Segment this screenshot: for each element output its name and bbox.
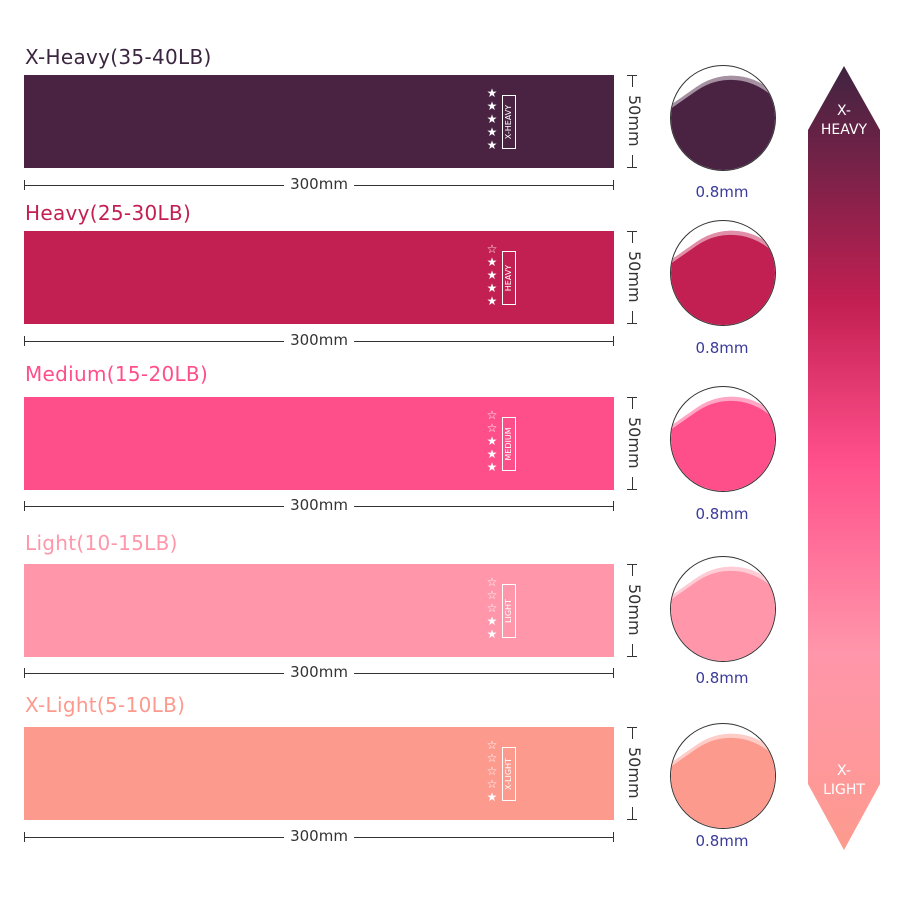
band-tag: X-HEAVY (502, 95, 516, 149)
thickness-detail-image (670, 65, 776, 171)
strength-rating: ☆ ☆ ★ ★ ★ (486, 409, 498, 474)
star-empty-icon: ☆ (486, 764, 498, 778)
width-label: 50mm (625, 251, 644, 303)
length-measure: 300mm (24, 331, 614, 349)
star-filled-icon: ★ (486, 790, 498, 804)
length-measure: 300mm (24, 175, 614, 193)
thickness-detail-image (670, 386, 776, 492)
star-filled-icon: ★ (486, 86, 498, 100)
star-empty-icon: ☆ (486, 588, 498, 602)
length-label: 300mm (284, 496, 354, 514)
band-title: Light(10-15LB) (25, 531, 178, 555)
intensity-scale-arrow (808, 66, 880, 850)
star-filled-icon: ★ (486, 125, 498, 139)
width-measure: 50mm (622, 564, 644, 657)
width-measure: 50mm (622, 75, 644, 168)
star-filled-icon: ★ (486, 627, 498, 641)
star-empty-icon: ☆ (486, 738, 498, 752)
thickness-detail-image (670, 220, 776, 326)
star-empty-icon: ☆ (486, 601, 498, 615)
band-title: X-Heavy(35-40LB) (25, 45, 212, 69)
star-empty-icon: ☆ (486, 242, 498, 256)
length-measure: 300mm (24, 663, 614, 681)
scale-bottom-label: X- LIGHT (823, 763, 865, 798)
star-filled-icon: ★ (486, 255, 498, 269)
thickness-label: 0.8mm (695, 669, 749, 687)
star-filled-icon: ★ (486, 99, 498, 113)
star-filled-icon: ★ (486, 281, 498, 295)
band-title: Medium(15-20LB) (25, 362, 209, 386)
length-measure: 300mm (24, 496, 614, 514)
star-filled-icon: ★ (486, 447, 498, 461)
thickness-label: 0.8mm (695, 339, 749, 357)
star-empty-icon: ☆ (486, 777, 498, 791)
width-label: 50mm (625, 747, 644, 799)
star-filled-icon: ★ (486, 268, 498, 282)
thickness-label: 0.8mm (695, 832, 749, 850)
band-swatch: ☆ ☆ ☆ ★ ★ LIGHT (24, 564, 614, 657)
strength-rating: ☆ ☆ ☆ ☆ ★ (486, 739, 498, 804)
band-tag: LIGHT (502, 584, 516, 638)
length-label: 300mm (284, 331, 354, 349)
thickness-detail-image (670, 556, 776, 662)
band-title: Heavy(25-30LB) (25, 201, 192, 225)
band-swatch: ☆ ☆ ☆ ☆ ★ X-LIGHT (24, 727, 614, 820)
strength-rating: ★ ★ ★ ★ ★ (486, 87, 498, 152)
star-filled-icon: ★ (486, 294, 498, 308)
strength-rating: ☆ ★ ★ ★ ★ (486, 243, 498, 308)
width-label: 50mm (625, 417, 644, 469)
star-empty-icon: ☆ (486, 408, 498, 422)
length-label: 300mm (284, 827, 354, 845)
band-tag: HEAVY (502, 251, 516, 305)
width-measure: 50mm (622, 231, 644, 324)
scale-top-label: X- HEAVY (820, 103, 868, 138)
band-swatch: ☆ ★ ★ ★ ★ HEAVY (24, 231, 614, 324)
star-filled-icon: ★ (486, 112, 498, 126)
star-empty-icon: ☆ (486, 751, 498, 765)
band-tag: MEDIUM (502, 417, 516, 471)
length-label: 300mm (284, 175, 354, 193)
thickness-label: 0.8mm (695, 505, 749, 523)
star-empty-icon: ☆ (486, 575, 498, 589)
band-tag: X-LIGHT (502, 747, 516, 801)
band-title: X-Light(5-10LB) (25, 693, 186, 717)
width-measure: 50mm (622, 397, 644, 490)
thickness-label: 0.8mm (695, 183, 749, 201)
width-measure: 50mm (622, 727, 644, 820)
length-measure: 300mm (24, 827, 614, 845)
star-filled-icon: ★ (486, 614, 498, 628)
star-empty-icon: ☆ (486, 421, 498, 435)
width-label: 50mm (625, 95, 644, 147)
strength-rating: ☆ ☆ ☆ ★ ★ (486, 576, 498, 641)
thickness-detail-image (670, 723, 776, 829)
width-label: 50mm (625, 584, 644, 636)
star-filled-icon: ★ (486, 434, 498, 448)
star-filled-icon: ★ (486, 138, 498, 152)
band-swatch: ☆ ☆ ★ ★ ★ MEDIUM (24, 397, 614, 490)
length-label: 300mm (284, 663, 354, 681)
star-filled-icon: ★ (486, 460, 498, 474)
band-swatch: ★ ★ ★ ★ ★ X-HEAVY (24, 75, 614, 168)
